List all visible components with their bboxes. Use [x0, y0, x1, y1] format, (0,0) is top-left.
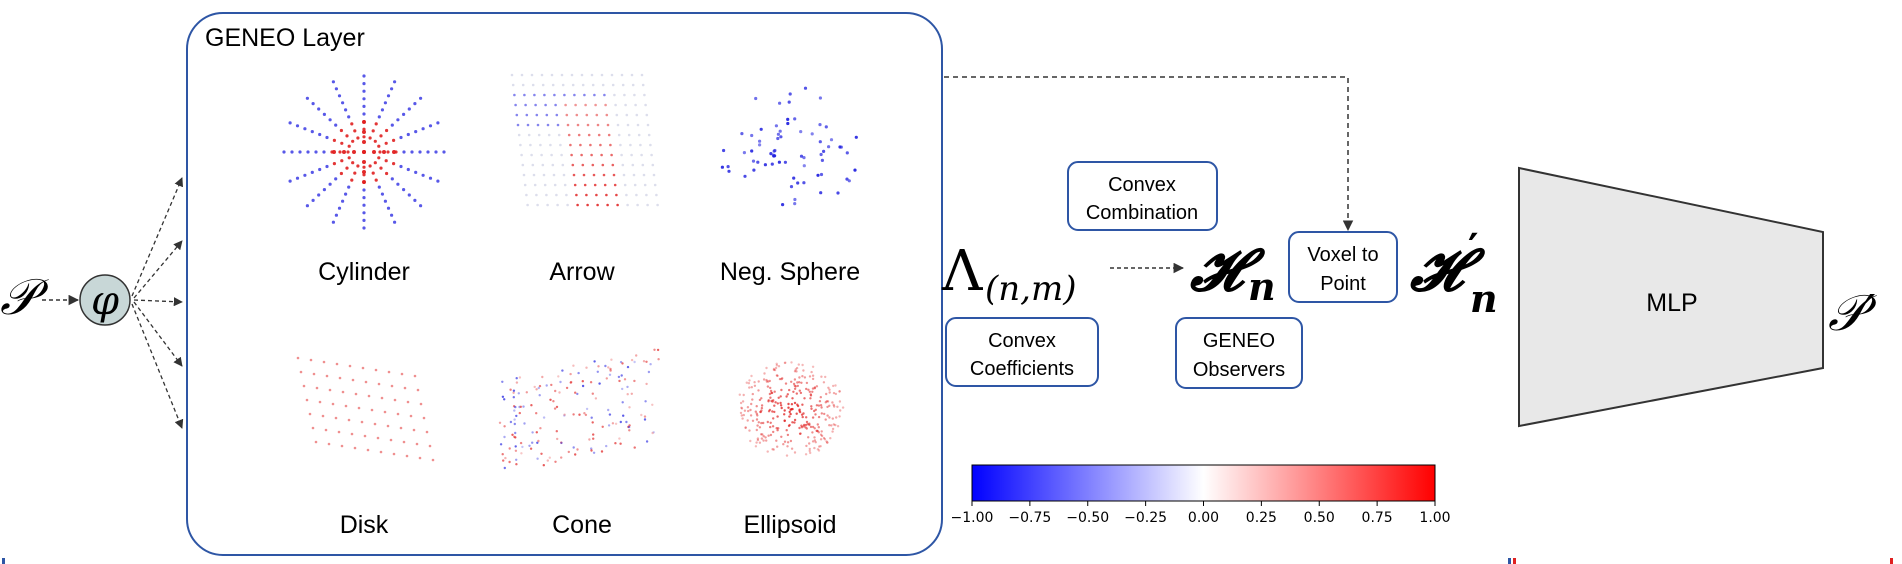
kernel-label-disk: Disk [340, 511, 389, 539]
phi-node: φ [79, 274, 131, 326]
colorbar-tick-label: 0.50 [1304, 510, 1335, 526]
kernel-label-arrow: Arrow [549, 258, 615, 286]
mlp-label: MLP [1646, 289, 1697, 317]
h-prime-subscript: n [1470, 276, 1498, 321]
output-symbol: 𝒫′ [1828, 284, 1877, 342]
geneo-layer-box: GENEO Layer [186, 12, 943, 556]
cone-kernel-image [498, 348, 660, 470]
colorbar-tick-label: −0.50 [1066, 510, 1109, 526]
colorbar-tick-label: −1.00 [951, 510, 994, 526]
ellipsoid-kernel-image [738, 361, 845, 457]
colorbar-tick-label: −0.25 [1124, 510, 1167, 526]
colorbar-tick-label: 1.00 [1419, 510, 1450, 526]
colorbar-tick-label: 0.00 [1188, 510, 1219, 526]
colorbar-tick-label: −0.75 [1008, 510, 1051, 526]
lambda-subscript: (n,m) [985, 269, 1076, 309]
svg-text:Convex: Convex [1108, 174, 1176, 196]
geneo-layer-title: GENEO Layer [205, 24, 365, 52]
mlp-block: MLP [1518, 166, 1824, 428]
lambda-symbol: Λ (n,m) [941, 239, 1076, 309]
kernel-label-cone: Cone [552, 511, 612, 539]
svg-text:GENEO: GENEO [1203, 330, 1275, 352]
h-n-subscript: n [1248, 264, 1276, 309]
phi-symbol: φ [91, 278, 119, 324]
svg-text:Convex: Convex [988, 330, 1056, 352]
kernel-label-neg-sphere: Neg. Sphere [720, 258, 860, 286]
svg-text:Λ: Λ [941, 239, 983, 304]
geneo-observers-box: GENEO Observers [1175, 317, 1303, 389]
h-prime-mark: ′ [1468, 225, 1479, 272]
neg-sphere-kernel-image [720, 86, 858, 207]
kernel-label-ellipsoid: Ellipsoid [743, 511, 836, 539]
colorbar-tick-label: 0.75 [1362, 510, 1393, 526]
fan-out-arrows [131, 177, 184, 429]
disk-kernel-image [296, 356, 435, 462]
colorbar: −1.00 −0.75 −0.50 −0.25 0.00 0.25 0.50 0.75 1.00 [951, 464, 1451, 526]
h-prime-n-symbol: 𝓗 ′ n [1410, 225, 1498, 321]
svg-text:Observers: Observers [1193, 359, 1285, 381]
h-n-symbol: 𝓗 n [1190, 236, 1276, 309]
layer-to-voxel-arrow [944, 76, 1354, 232]
svg-text:Voxel to: Voxel to [1307, 244, 1378, 266]
cylinder-kernel-image [282, 74, 446, 230]
colorbar-ticks: −1.00 −0.75 −0.50 −0.25 0.00 0.25 0.50 0.75 1.00 [951, 501, 1451, 526]
convex-coefficients-box: Convex Coefficients [945, 317, 1099, 387]
kernel-label-cylinder: Cylinder [318, 258, 410, 286]
convex-combination-box: Convex Combination [1067, 161, 1218, 231]
input-symbol: 𝒫 [0, 268, 49, 326]
colorbar-tick-label: 0.25 [1246, 510, 1277, 526]
arrow-kernel-image [510, 73, 659, 207]
edge-marks [2, 558, 1893, 564]
svg-text:Combination: Combination [1086, 202, 1198, 224]
voxel-to-point-box: Voxel to Point [1288, 231, 1398, 303]
svg-text:Point: Point [1320, 273, 1366, 295]
svg-text:Coefficients: Coefficients [970, 358, 1074, 380]
